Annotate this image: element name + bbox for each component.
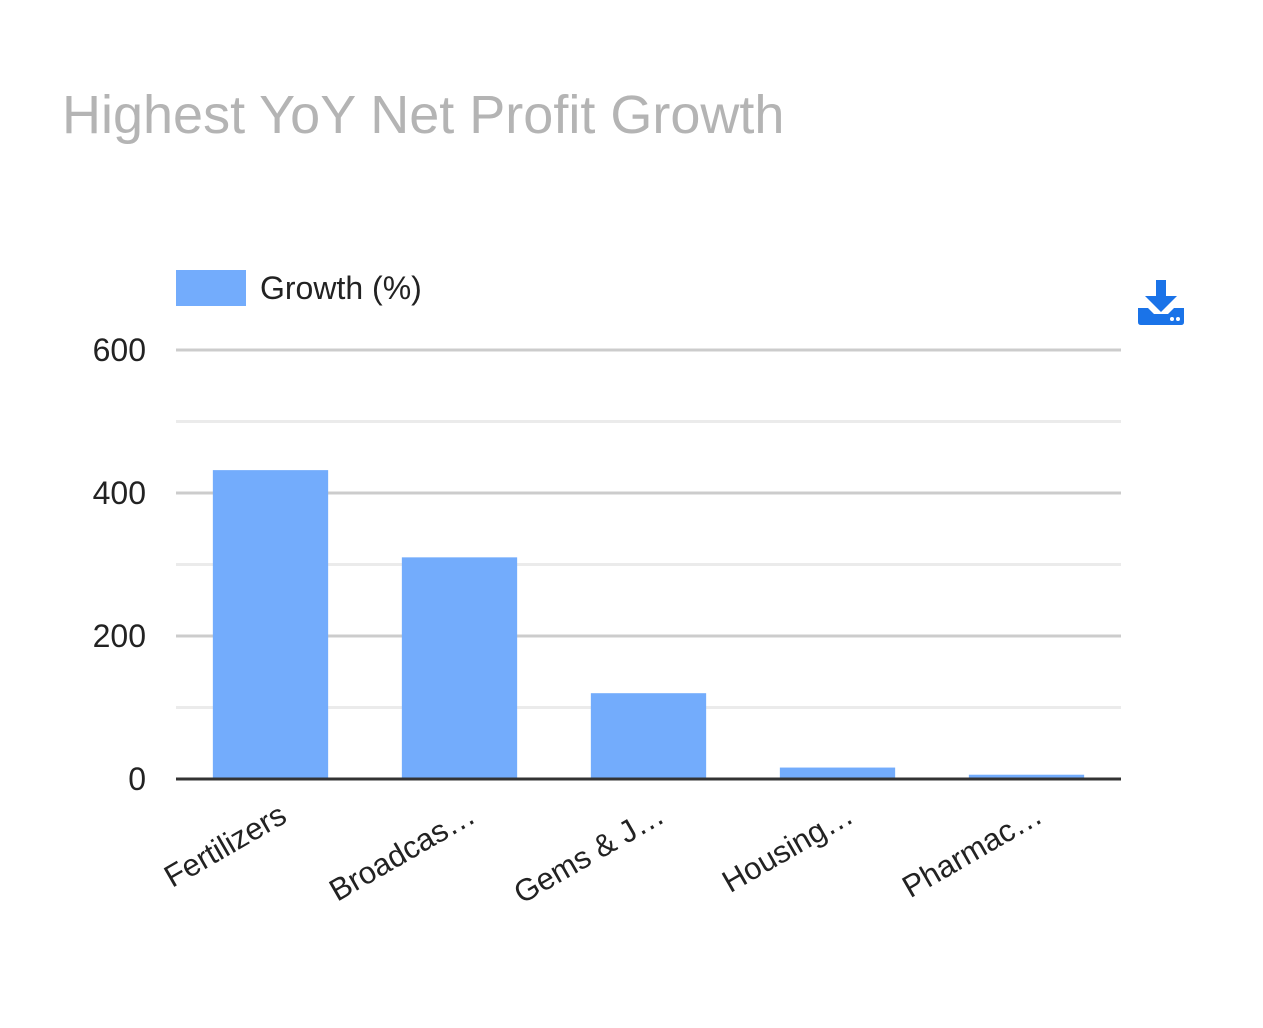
x-tick-label: Fertilizers [158, 797, 292, 894]
bar[interactable] [968, 774, 1085, 779]
download-icon [1138, 280, 1184, 325]
download-button[interactable] [1134, 278, 1188, 328]
x-tick-label: Broadcas… [323, 797, 481, 908]
legend-label: Growth (%) [260, 269, 422, 306]
y-tick-label: 0 [128, 761, 146, 797]
bar[interactable] [401, 557, 518, 779]
bar[interactable] [590, 693, 707, 779]
y-tick-label: 200 [93, 618, 146, 654]
x-tick-label: Pharmac… [896, 797, 1048, 905]
legend-swatch [176, 270, 246, 306]
legend: Growth (%) [176, 268, 422, 308]
chart-title: Highest YoY Net Profit Growth [62, 85, 785, 145]
y-tick-label: 400 [93, 475, 146, 511]
bar[interactable] [212, 470, 329, 779]
x-tick-label: Housing… [716, 797, 859, 900]
x-tick-label: Gems & J… [508, 797, 670, 911]
bar[interactable] [779, 767, 896, 779]
y-tick-label: 600 [93, 332, 146, 368]
